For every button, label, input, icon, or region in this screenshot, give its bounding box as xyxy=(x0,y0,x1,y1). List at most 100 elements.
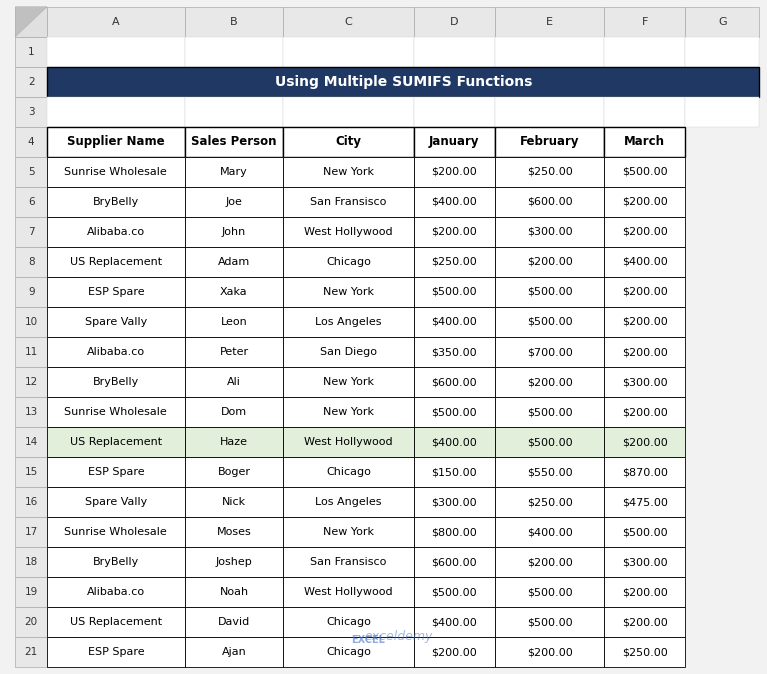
Text: Haze: Haze xyxy=(220,437,248,447)
Bar xyxy=(604,157,685,187)
Text: Boger: Boger xyxy=(218,467,251,477)
Text: $500.00: $500.00 xyxy=(432,407,477,417)
Bar xyxy=(15,397,47,427)
Text: Joe: Joe xyxy=(225,197,242,207)
Bar xyxy=(47,487,185,517)
Text: 3: 3 xyxy=(28,106,35,117)
Text: New York: New York xyxy=(323,167,374,177)
Bar xyxy=(15,217,47,247)
Text: C: C xyxy=(344,17,352,27)
Text: $200.00: $200.00 xyxy=(622,437,667,447)
Bar xyxy=(15,547,47,577)
Text: 2: 2 xyxy=(28,77,35,87)
Bar xyxy=(15,487,47,517)
Bar xyxy=(283,577,413,607)
Bar xyxy=(185,127,283,157)
Text: San Fransisco: San Fransisco xyxy=(311,557,387,568)
Bar xyxy=(413,217,495,247)
Bar xyxy=(495,217,604,247)
Text: $600.00: $600.00 xyxy=(527,197,572,207)
Bar xyxy=(604,97,685,127)
Text: $500.00: $500.00 xyxy=(527,287,572,297)
Text: $500.00: $500.00 xyxy=(432,587,477,597)
Bar xyxy=(604,547,685,577)
Bar xyxy=(47,547,185,577)
Bar xyxy=(15,7,47,37)
Text: $500.00: $500.00 xyxy=(527,437,572,447)
Bar xyxy=(413,487,495,517)
Bar xyxy=(15,457,47,487)
Bar xyxy=(413,457,495,487)
Bar xyxy=(15,127,47,157)
Bar xyxy=(413,517,495,547)
Text: Sunrise Wholesale: Sunrise Wholesale xyxy=(64,167,167,177)
Bar xyxy=(604,517,685,547)
Text: March: March xyxy=(624,135,665,148)
Bar xyxy=(283,277,413,307)
Bar xyxy=(283,37,413,67)
Bar xyxy=(47,397,185,427)
Bar xyxy=(47,187,185,217)
Bar xyxy=(495,427,604,457)
Bar xyxy=(283,307,413,337)
Bar xyxy=(15,367,47,397)
Text: West Hollywood: West Hollywood xyxy=(304,437,393,447)
Text: $200.00: $200.00 xyxy=(622,617,667,627)
Text: $200.00: $200.00 xyxy=(622,227,667,237)
Bar xyxy=(185,457,283,487)
Text: D: D xyxy=(450,17,459,27)
Text: 15: 15 xyxy=(25,467,38,477)
Bar xyxy=(604,367,685,397)
Text: Moses: Moses xyxy=(216,527,252,537)
Text: 1: 1 xyxy=(28,47,35,57)
Bar xyxy=(15,37,47,67)
Bar xyxy=(283,97,413,127)
Text: Noah: Noah xyxy=(219,587,249,597)
Bar xyxy=(685,37,759,67)
Text: Sunrise Wholesale: Sunrise Wholesale xyxy=(64,407,167,417)
Bar xyxy=(185,337,283,367)
Text: Leon: Leon xyxy=(221,317,247,327)
Text: Adam: Adam xyxy=(218,257,250,267)
Bar xyxy=(15,517,47,547)
Text: $700.00: $700.00 xyxy=(527,347,572,357)
Text: US Replacement: US Replacement xyxy=(70,437,162,447)
Bar xyxy=(283,217,413,247)
Bar xyxy=(413,397,495,427)
Text: John: John xyxy=(222,227,246,237)
Text: $500.00: $500.00 xyxy=(527,587,572,597)
Bar xyxy=(413,577,495,607)
Bar xyxy=(495,367,604,397)
Text: 16: 16 xyxy=(25,497,38,507)
Text: $250.00: $250.00 xyxy=(527,167,572,177)
Bar xyxy=(283,607,413,637)
Text: $400.00: $400.00 xyxy=(432,437,477,447)
Text: G: G xyxy=(718,17,726,27)
Text: A: A xyxy=(112,17,120,27)
Text: BryBelly: BryBelly xyxy=(93,557,139,568)
Bar xyxy=(495,7,604,37)
Bar xyxy=(604,637,685,667)
Text: Spare Vally: Spare Vally xyxy=(84,317,147,327)
Bar xyxy=(185,577,283,607)
Text: Xaka: Xaka xyxy=(220,287,248,297)
Bar xyxy=(15,277,47,307)
Bar xyxy=(413,7,495,37)
Text: 14: 14 xyxy=(25,437,38,447)
Bar xyxy=(413,607,495,637)
Bar xyxy=(185,157,283,187)
Bar xyxy=(15,307,47,337)
Bar xyxy=(47,457,185,487)
Bar xyxy=(283,517,413,547)
Text: $250.00: $250.00 xyxy=(622,647,667,657)
Text: Peter: Peter xyxy=(219,347,249,357)
Bar xyxy=(413,307,495,337)
Text: $150.00: $150.00 xyxy=(432,467,477,477)
Bar xyxy=(495,637,604,667)
Text: New York: New York xyxy=(323,407,374,417)
Text: $250.00: $250.00 xyxy=(432,257,477,267)
Text: Mary: Mary xyxy=(220,167,248,177)
Text: $200.00: $200.00 xyxy=(622,287,667,297)
Bar xyxy=(185,637,283,667)
Bar xyxy=(495,517,604,547)
